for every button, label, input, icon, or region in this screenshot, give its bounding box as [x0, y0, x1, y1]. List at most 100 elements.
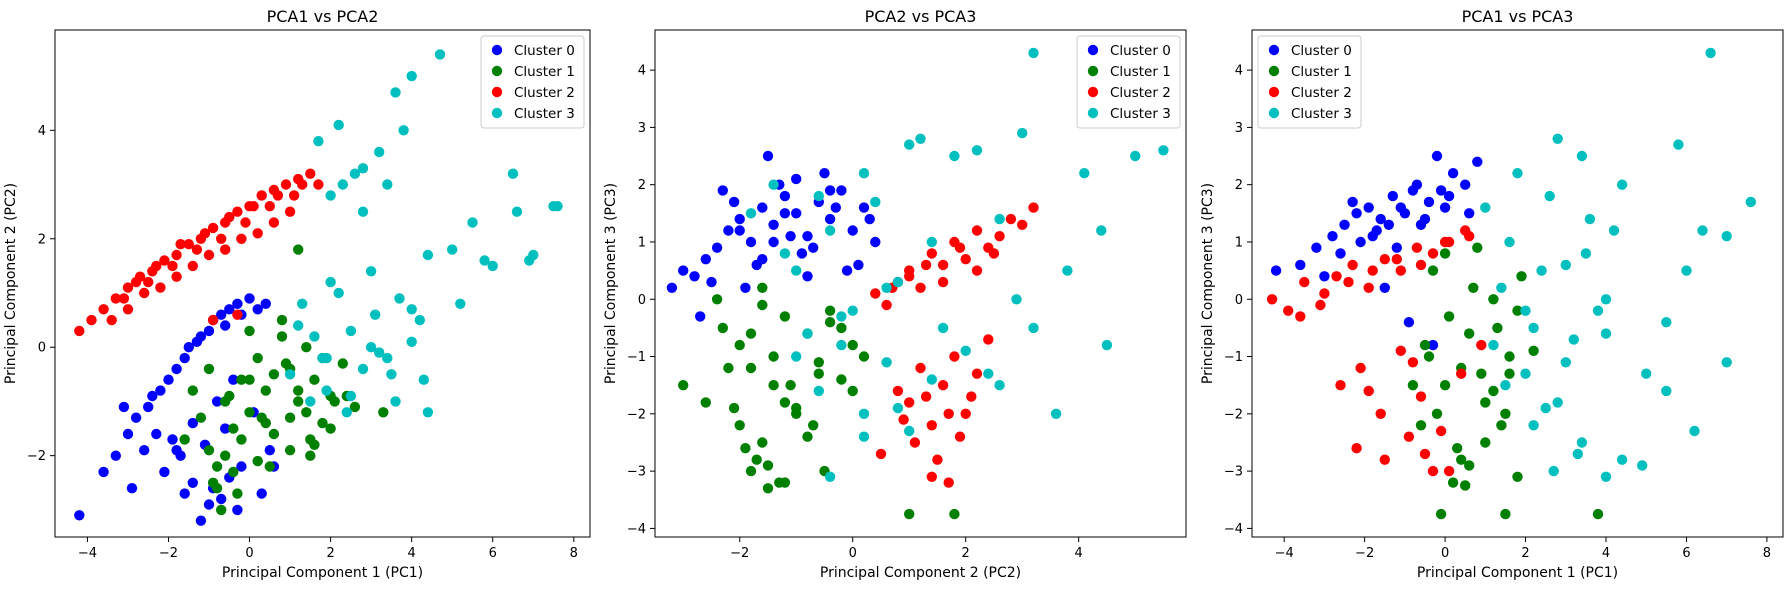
series-cluster-2: [870, 202, 1039, 488]
scatter-point: [745, 236, 757, 248]
scatter-point: [228, 466, 239, 478]
scatter-point: [1721, 357, 1732, 368]
scatter-point: [297, 298, 308, 309]
scatter-point: [700, 397, 711, 408]
scatter-point: [313, 179, 324, 190]
scatter-point: [216, 504, 227, 516]
legend-box: [1076, 35, 1181, 129]
scatter-point: [1552, 133, 1563, 144]
scatter-point: [228, 423, 239, 434]
scatter-point: [1520, 368, 1531, 379]
y-axis-label: Principal Component 2 (PC2): [3, 183, 19, 384]
scatter-point: [487, 260, 498, 272]
scatter-point: [1637, 460, 1648, 471]
scatter-point: [260, 385, 271, 396]
x-tick-label: 4: [1075, 546, 1083, 561]
scatter-point: [745, 328, 757, 339]
scatter-point: [309, 374, 320, 385]
scatter-point: [236, 461, 247, 472]
scatter-point: [791, 208, 802, 219]
scatter-point: [151, 428, 162, 440]
scatter-point: [949, 351, 960, 362]
scatter-point: [960, 345, 971, 356]
scatter-point: [220, 423, 231, 434]
scatter-point: [1488, 294, 1499, 305]
x-tick-label: 2: [326, 546, 334, 561]
x-tick-label: 4: [408, 546, 416, 561]
scatter-point: [926, 471, 937, 482]
scatter-point: [244, 407, 255, 418]
scatter-point: [1011, 294, 1022, 305]
legend-marker: [491, 44, 503, 56]
scatter-point: [284, 445, 296, 456]
scatter-point: [1468, 282, 1479, 293]
scatter-point: [224, 211, 235, 223]
scatter-point: [1363, 385, 1374, 397]
scatter-point: [301, 407, 312, 418]
scatter-point: [971, 265, 983, 276]
scatter-point: [264, 445, 275, 456]
scatter-point: [1028, 322, 1039, 334]
scatter-point: [1443, 311, 1455, 322]
scatter-point: [224, 304, 235, 315]
scatter-point: [228, 374, 239, 385]
scatter-point: [240, 217, 251, 228]
scatter-point: [734, 420, 745, 431]
scatter-point: [870, 196, 881, 208]
scatter-point: [418, 374, 429, 385]
scatter-point: [808, 420, 819, 431]
scatter-point: [841, 265, 853, 276]
scatter-point: [864, 213, 875, 225]
scatter-point: [203, 445, 215, 456]
scatter-point: [791, 408, 802, 419]
scatter-point: [455, 298, 466, 309]
scatter-point: [1552, 397, 1563, 408]
scatter-point: [943, 408, 954, 419]
scatter-point: [1504, 351, 1515, 362]
scatter-point: [960, 408, 971, 419]
x-tick-label: 6: [1682, 546, 1690, 561]
scatter-point: [1096, 225, 1107, 236]
scatter-point: [1464, 208, 1475, 219]
scatter-point: [926, 248, 937, 259]
scatter-point: [1379, 282, 1391, 293]
scatter-point: [365, 342, 377, 353]
scatter-point: [762, 460, 774, 471]
scatter-point: [382, 179, 393, 190]
scatter-point: [1697, 225, 1708, 236]
scatter-point: [949, 508, 960, 520]
scatter-point: [1017, 219, 1028, 230]
y-tick-label: −4: [627, 522, 646, 537]
scatter-point: [106, 314, 117, 326]
scatter-point: [171, 445, 182, 456]
scatter-point: [1355, 236, 1366, 248]
scatter-point: [926, 420, 937, 431]
scatter-point: [1504, 236, 1515, 248]
y-tick-label: −3: [627, 465, 646, 480]
scatter-point: [745, 208, 757, 219]
x-tick-label: 2: [962, 546, 970, 561]
scatter-point: [236, 374, 247, 385]
scatter-point: [892, 385, 904, 397]
legend-marker: [1087, 107, 1099, 119]
scatter-point: [768, 380, 779, 391]
scatter-point: [305, 434, 316, 445]
scatter-point: [155, 282, 166, 293]
scatter-point: [824, 305, 836, 316]
scatter-point: [398, 125, 409, 136]
scatter-point: [1130, 150, 1141, 162]
scatter-point: [1295, 311, 1306, 322]
scatter-point: [1661, 385, 1672, 397]
scatter-point: [1544, 190, 1555, 202]
scatter-point: [224, 390, 235, 402]
scatter-point: [337, 358, 348, 369]
scatter-point: [195, 331, 207, 342]
scatter-point: [751, 454, 762, 465]
scatter-point: [1472, 156, 1483, 167]
scatter-point: [386, 369, 397, 380]
scatter-point: [847, 385, 858, 397]
scatter-point: [268, 217, 280, 228]
scatter-point: [966, 391, 977, 402]
scatter-point: [272, 190, 284, 201]
scatter-point: [813, 368, 824, 379]
